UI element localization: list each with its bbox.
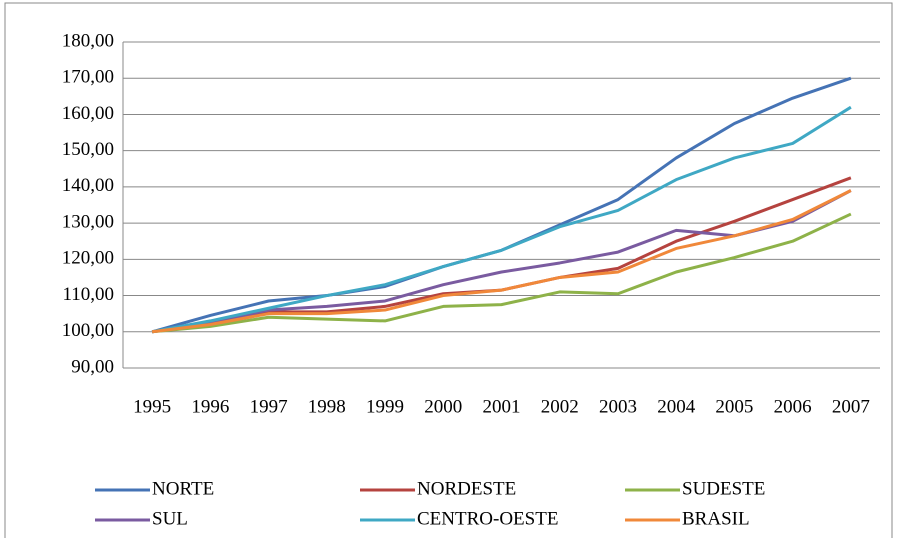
x-tick-label: 1998 <box>308 396 346 417</box>
x-tick-label: 2004 <box>657 396 696 417</box>
x-tick-label: 2002 <box>541 396 579 417</box>
legend-label: BRASIL <box>682 508 750 529</box>
x-tick-label: 2005 <box>715 396 753 417</box>
x-tick-label: 2003 <box>599 396 637 417</box>
legend-label: NORDESTE <box>417 478 516 499</box>
x-tick-label: 2007 <box>832 396 870 417</box>
x-tick-label: 1999 <box>366 396 404 417</box>
legend-label: NORTE <box>152 478 214 499</box>
x-tick-label: 1995 <box>133 396 171 417</box>
y-tick-label: 120,00 <box>62 248 114 269</box>
y-tick-label: 90,00 <box>71 356 114 377</box>
x-tick-label: 2001 <box>483 396 521 417</box>
x-tick-label: 2006 <box>774 396 812 417</box>
x-tick-label: 1997 <box>250 396 288 417</box>
y-tick-label: 130,00 <box>62 211 114 232</box>
y-tick-label: 110,00 <box>62 284 114 305</box>
x-tick-label: 2000 <box>424 396 462 417</box>
series-line <box>151 212 852 334</box>
legend-label: SUL <box>152 508 188 529</box>
y-tick-label: 150,00 <box>62 139 114 160</box>
series-line <box>151 105 852 334</box>
legend-label: SUDESTE <box>682 478 765 499</box>
x-tick-label: 1996 <box>191 396 229 417</box>
legend-label: CENTRO-OESTE <box>417 508 558 529</box>
y-tick-label: 180,00 <box>62 30 114 51</box>
series-line <box>151 189 852 334</box>
y-tick-label: 140,00 <box>62 175 114 196</box>
y-tick-label: 170,00 <box>62 67 114 88</box>
y-tick-label: 160,00 <box>62 103 114 124</box>
chart-frame <box>4 2 893 538</box>
y-tick-label: 100,00 <box>62 320 114 341</box>
